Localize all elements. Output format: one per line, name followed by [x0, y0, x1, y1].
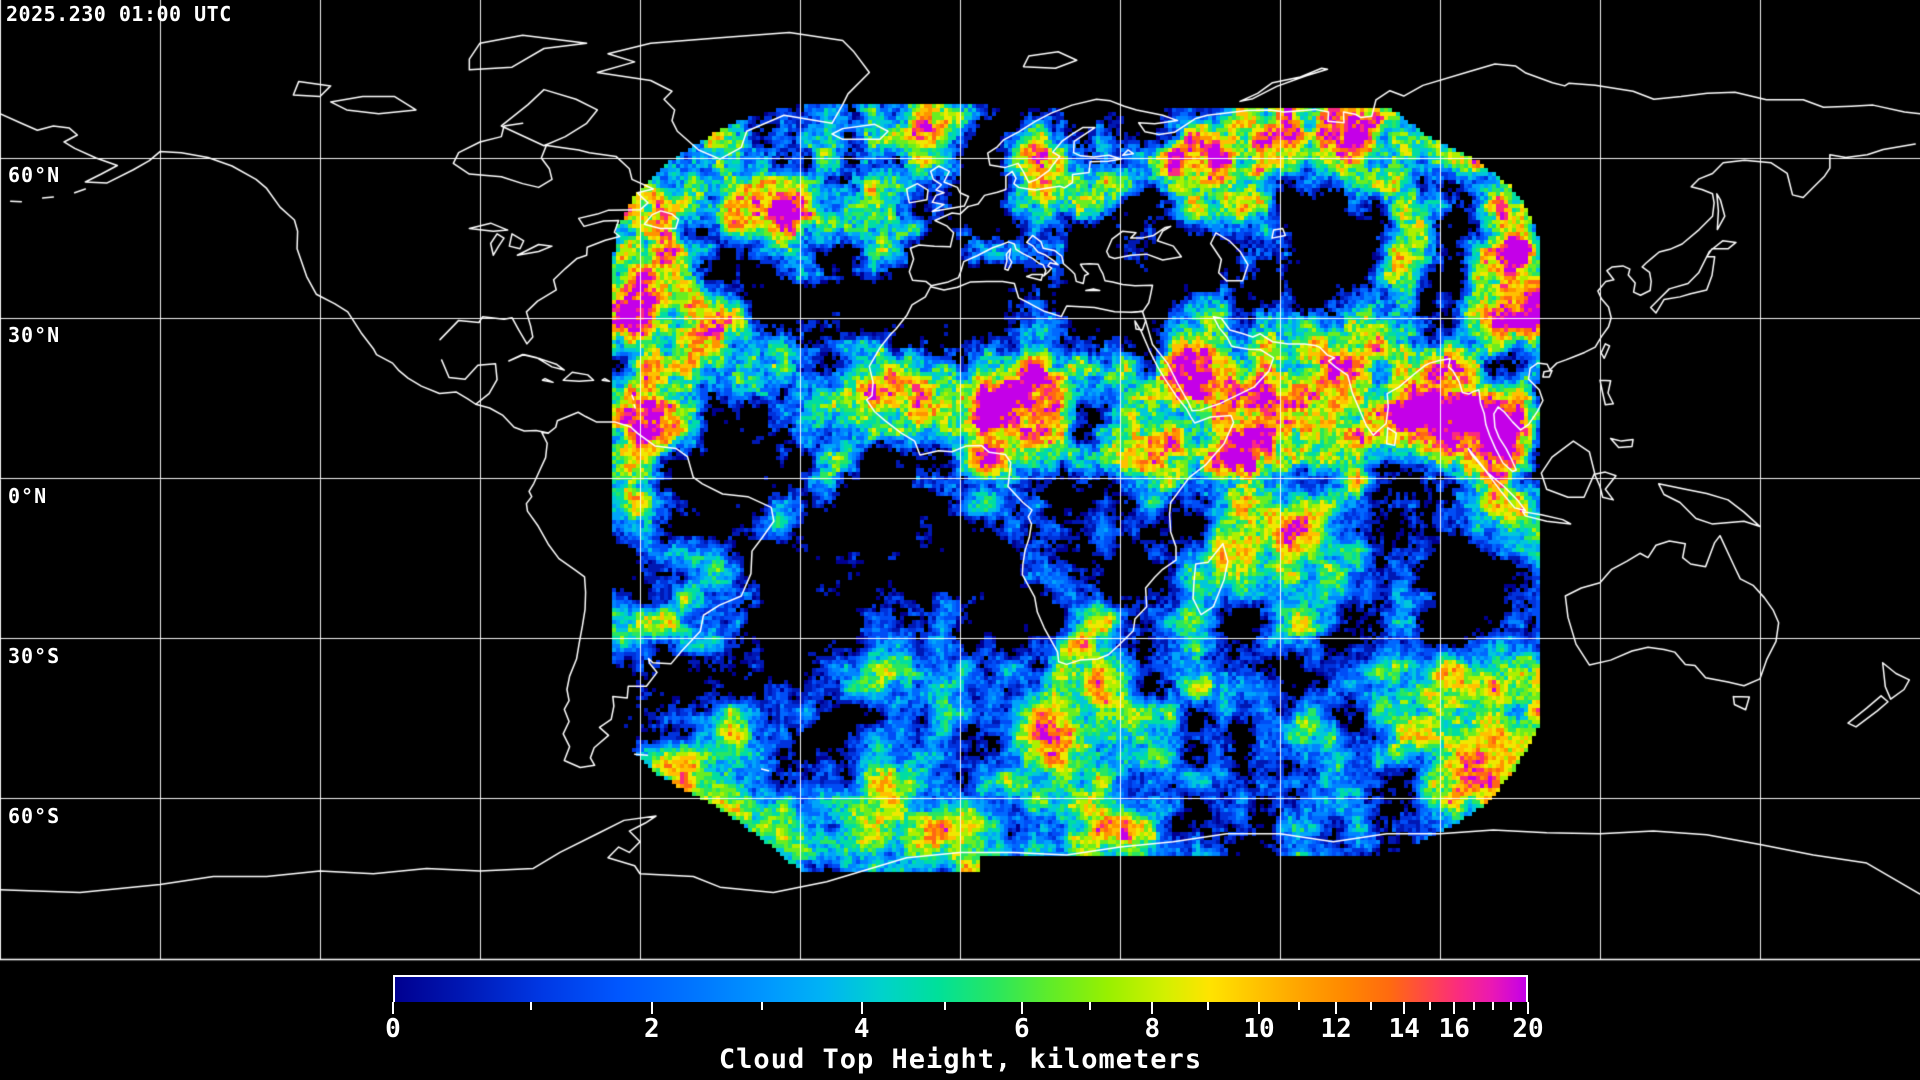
colorbar-major-tick	[1403, 1002, 1406, 1014]
colorbar-major-tick	[1020, 1002, 1023, 1014]
colorbar-minor-tick	[943, 1002, 946, 1010]
colorbar-major-tick	[1453, 1002, 1456, 1014]
colorbar-major-tick	[1335, 1002, 1338, 1014]
colorbar-minor-tick	[1088, 1002, 1091, 1010]
latitude-label: 60°S	[8, 804, 61, 828]
colorbar-minor-tick	[1509, 1002, 1512, 1010]
colorbar-tick-label: 4	[853, 1014, 870, 1044]
colorbar-minor-tick	[1206, 1002, 1209, 1010]
colorbar-minor-tick	[1297, 1002, 1300, 1010]
colorbar-tick-label: 14	[1388, 1014, 1420, 1044]
timestamp: 2025.230 01:00 UTC	[6, 2, 232, 26]
colorbar-minor-tick	[1429, 1002, 1432, 1010]
colorbar-major-tick	[860, 1002, 863, 1014]
colorbar-minor-tick	[1491, 1002, 1494, 1010]
latitude-label: 30°S	[8, 644, 61, 668]
colorbar-major-tick	[392, 1002, 394, 1014]
colorbar-minor-tick	[1472, 1002, 1475, 1010]
colorbar-tick-label: 0	[385, 1014, 401, 1044]
colorbar-tick-label: 2	[643, 1014, 660, 1044]
colorbar-tick-label: 10	[1243, 1014, 1275, 1044]
colorbar-major-tick	[1258, 1002, 1260, 1014]
colorbar-major-tick	[1527, 1002, 1529, 1014]
colorbar-tick-label: 16	[1438, 1014, 1470, 1044]
colorbar-caption: Cloud Top Height, kilometers	[718, 1044, 1203, 1075]
colorbar-minor-tick	[1370, 1002, 1373, 1010]
world-map-canvas	[0, 0, 1920, 962]
latitude-label: 0°N	[8, 484, 48, 508]
colorbar-minor-tick	[760, 1002, 763, 1010]
colorbar-tick-label: 12	[1320, 1014, 1352, 1044]
colorbar-major-tick	[650, 1002, 653, 1014]
colorbar-tick-label: 20	[1512, 1014, 1544, 1044]
colorbar-minor-tick	[530, 1002, 533, 1010]
colorbar-tick-label: 6	[1013, 1014, 1030, 1044]
latitude-label: 60°N	[8, 163, 61, 187]
colorbar-major-tick	[1151, 1002, 1154, 1014]
latitude-label: 30°N	[8, 323, 61, 347]
colorbar-tick-label: 8	[1144, 1014, 1161, 1044]
colorbar	[393, 975, 1528, 1002]
